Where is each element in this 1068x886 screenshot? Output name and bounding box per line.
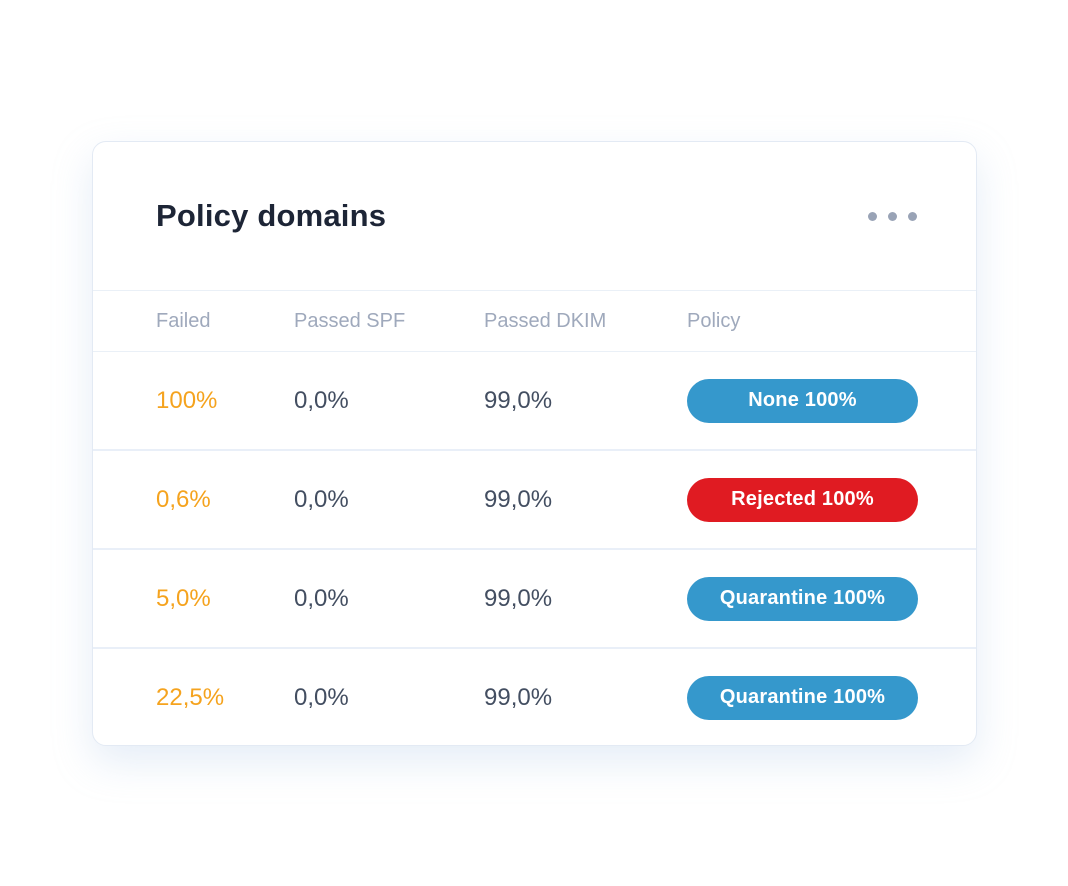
table-column-headers: Failed Passed SPF Passed DKIM Policy — [93, 290, 976, 352]
policy-badge[interactable]: Quarantine 100% — [687, 675, 918, 720]
card-header: Policy domains — [93, 142, 976, 290]
table-row: 22,5% 0,0% 99,0% Quarantine 100% — [93, 649, 976, 745]
table-row: 0,6% 0,0% 99,0% Rejected 100% — [93, 451, 976, 550]
column-header-passed-dkim: Passed DKIM — [484, 309, 607, 332]
table-row: 100% 0,0% 99,0% None 100% — [93, 352, 976, 451]
column-header-failed: Failed — [156, 309, 211, 332]
table-row: 5,0% 0,0% 99,0% Quarantine 100% — [93, 550, 976, 649]
ellipsis-icon — [868, 211, 917, 221]
policy-badge[interactable]: Quarantine 100% — [687, 576, 918, 621]
cell-passed-dkim: 99,0% — [484, 386, 553, 414]
cell-passed-dkim: 99,0% — [484, 485, 553, 513]
cell-passed-dkim: 99,0% — [484, 584, 553, 612]
cell-passed-spf: 0,0% — [294, 584, 349, 612]
cell-passed-spf: 0,0% — [294, 386, 349, 414]
column-header-policy: Policy — [687, 309, 741, 332]
policy-domains-card: Policy domains Failed Passed SPF Passed … — [92, 141, 977, 746]
cell-failed: 0,6% — [156, 485, 211, 513]
cell-passed-spf: 0,0% — [294, 683, 349, 711]
cell-passed-spf: 0,0% — [294, 485, 349, 513]
cell-failed: 5,0% — [156, 584, 211, 612]
cell-passed-dkim: 99,0% — [484, 683, 553, 711]
column-header-passed-spf: Passed SPF — [294, 309, 406, 332]
card-menu-button[interactable] — [868, 202, 917, 231]
policy-badge[interactable]: Rejected 100% — [687, 477, 918, 522]
card-title: Policy domains — [156, 198, 387, 233]
cell-failed: 22,5% — [156, 683, 225, 711]
cell-failed: 100% — [156, 386, 218, 414]
policy-badge[interactable]: None 100% — [687, 378, 918, 423]
